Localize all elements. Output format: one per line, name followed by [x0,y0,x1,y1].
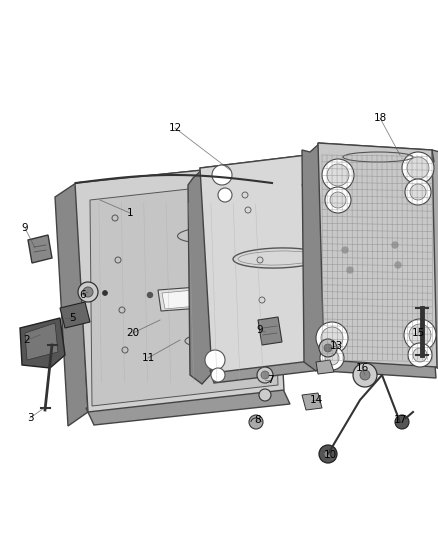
Circle shape [316,322,348,354]
Polygon shape [302,393,322,410]
Text: 1: 1 [127,208,133,218]
Text: 15: 15 [411,328,424,338]
Circle shape [259,389,271,401]
Circle shape [330,192,346,208]
Text: 17: 17 [393,415,406,425]
Text: 10: 10 [323,450,336,460]
Text: 20: 20 [127,328,140,338]
Circle shape [392,242,398,248]
Text: 14: 14 [309,395,323,405]
Circle shape [320,346,344,370]
Text: 18: 18 [373,113,387,123]
Circle shape [409,324,431,346]
Polygon shape [28,235,52,263]
Polygon shape [20,318,65,368]
Circle shape [212,165,232,185]
Circle shape [404,319,436,351]
Circle shape [347,267,353,273]
Polygon shape [200,150,352,180]
Text: 11: 11 [141,353,155,363]
Circle shape [321,327,343,349]
Circle shape [148,293,152,297]
Polygon shape [188,168,212,384]
Polygon shape [60,302,90,328]
Polygon shape [432,150,438,370]
Circle shape [395,262,401,268]
Polygon shape [75,163,284,412]
Text: 16: 16 [355,363,369,373]
Polygon shape [318,143,437,367]
Polygon shape [90,180,278,406]
Circle shape [324,344,332,352]
Polygon shape [162,290,197,309]
Circle shape [413,348,427,362]
Text: 3: 3 [27,413,33,423]
Circle shape [218,188,232,202]
Text: 6: 6 [80,290,86,300]
Circle shape [342,247,348,253]
Polygon shape [86,387,290,425]
Circle shape [249,415,263,429]
Circle shape [402,152,434,184]
Circle shape [324,450,332,458]
Circle shape [408,343,432,367]
Circle shape [322,159,354,191]
Circle shape [327,164,349,186]
Circle shape [205,350,225,370]
Text: 13: 13 [329,341,343,351]
Circle shape [353,363,377,387]
Circle shape [336,171,350,185]
Circle shape [395,415,409,429]
Circle shape [319,445,337,463]
Circle shape [330,152,350,172]
Polygon shape [76,163,279,196]
Circle shape [83,287,93,297]
Polygon shape [200,150,360,373]
Polygon shape [210,352,362,383]
Polygon shape [318,143,434,162]
Polygon shape [25,323,58,360]
Circle shape [261,371,269,379]
Circle shape [410,184,426,200]
Polygon shape [316,360,334,374]
Circle shape [407,157,429,179]
Polygon shape [158,287,201,311]
Circle shape [325,351,339,365]
Text: 8: 8 [254,415,261,425]
Circle shape [78,282,98,302]
Circle shape [102,290,107,295]
Circle shape [211,368,225,382]
Circle shape [319,339,337,357]
Circle shape [325,187,351,213]
Text: 12: 12 [168,123,182,133]
Text: 5: 5 [70,313,76,323]
Circle shape [345,355,359,369]
Text: 9: 9 [22,223,28,233]
Polygon shape [258,317,282,345]
Circle shape [405,179,431,205]
Text: 2: 2 [24,335,30,345]
Circle shape [360,370,370,380]
Polygon shape [55,183,88,426]
Text: 7: 7 [267,375,273,385]
Circle shape [340,338,360,358]
Polygon shape [322,358,436,378]
Polygon shape [302,143,326,371]
Circle shape [257,367,273,383]
Text: 9: 9 [257,325,263,335]
